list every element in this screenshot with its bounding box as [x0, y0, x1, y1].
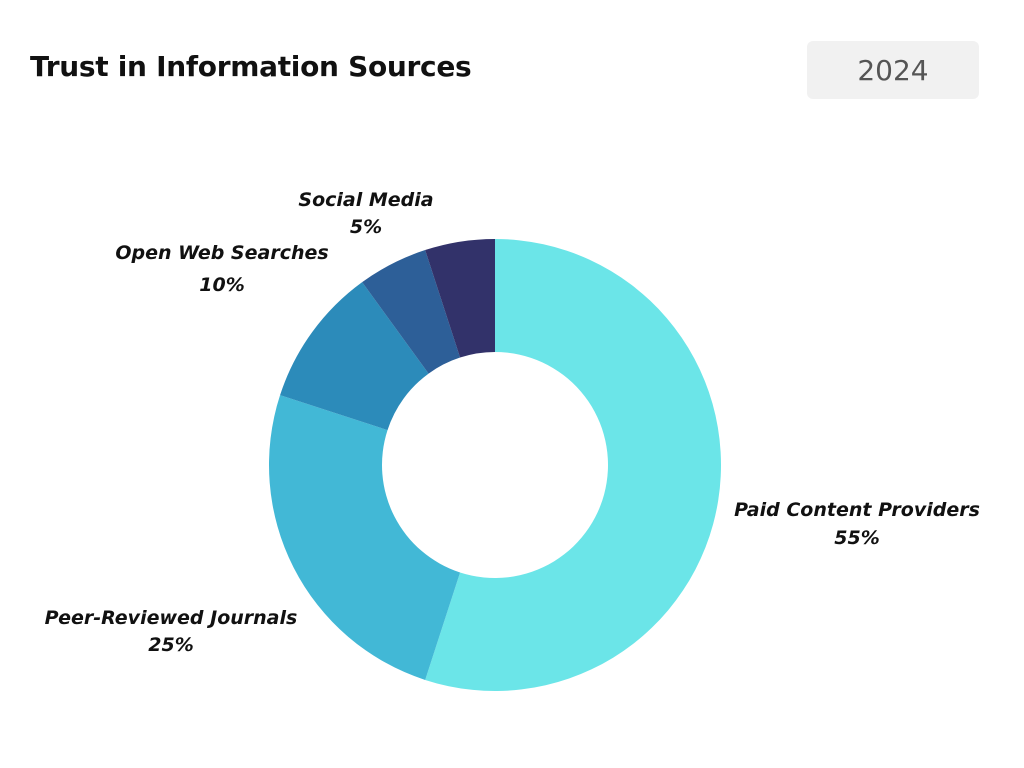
donut-slice: [425, 239, 495, 358]
slice-label-name: Paid Content Providers: [734, 499, 980, 521]
slice-label-name: Peer-Reviewed Journals: [45, 607, 298, 629]
slice-label-value: 25%: [148, 634, 193, 656]
slice-label-value: 55%: [834, 527, 879, 549]
donut-slice: [425, 239, 721, 691]
slice-label-value: 5%: [350, 216, 382, 238]
donut-slice: [268, 395, 461, 680]
year-badge[interactable]: 2024: [807, 41, 979, 99]
page-title: Trust in Information Sources: [30, 50, 472, 83]
slice-label-value: 10%: [199, 274, 244, 296]
donut-slices: [268, 239, 721, 691]
slice-label-name: Social Media: [298, 189, 433, 211]
donut-slice-other: [362, 250, 461, 374]
donut-slice: [280, 282, 429, 431]
slice-label-name: Open Web Searches: [115, 242, 328, 264]
